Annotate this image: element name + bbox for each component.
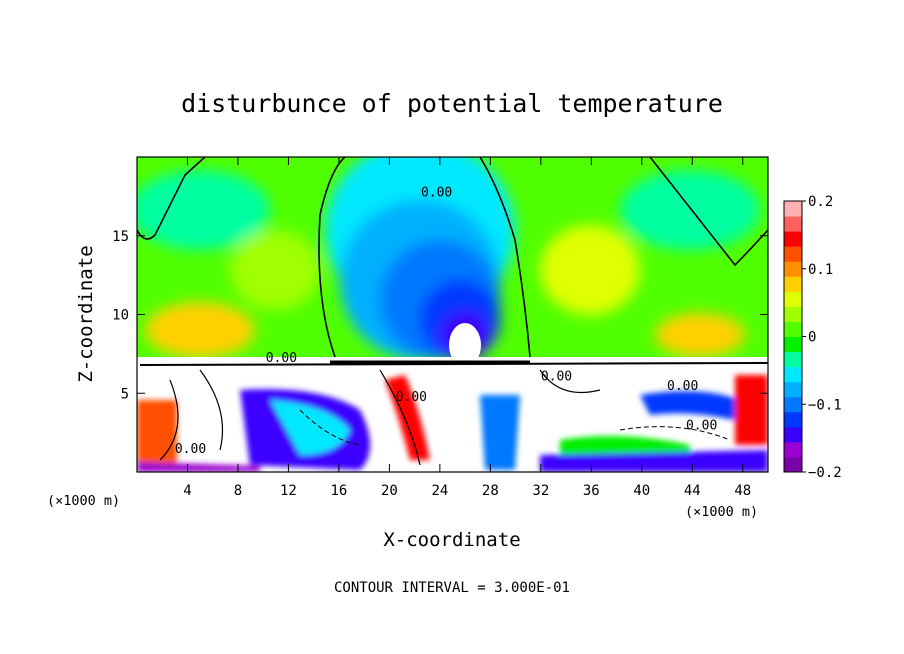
contour-label: 0.00 [175, 442, 206, 457]
colorbar-swatch [784, 276, 802, 292]
colorbar-swatch [784, 381, 802, 398]
colorbar-swatch [784, 366, 802, 383]
colorbar-tick-label: −0.1 [808, 397, 842, 413]
y-axis-label: Z-coordinate [75, 245, 97, 382]
x-tick-label: 16 [330, 483, 347, 499]
colorbar-swatch [784, 201, 802, 217]
colorbar-swatch [784, 336, 802, 353]
lower-field [137, 357, 768, 472]
x-tick-label: 44 [684, 483, 701, 499]
colorbar-swatch [784, 321, 802, 337]
y-tick-label: 10 [112, 308, 129, 324]
y-tick-label: 15 [112, 229, 129, 245]
x-tick-label: 20 [381, 483, 398, 499]
x-axis-label: X-coordinate [383, 529, 520, 551]
colorbar-swatch [784, 306, 802, 322]
colorbar-swatch [784, 351, 802, 368]
x-tick-label: 4 [183, 483, 191, 499]
contour-label: 0.00 [266, 351, 297, 366]
x-tick-label: 24 [431, 483, 448, 499]
colorbar-tick-label: 0 [808, 330, 816, 346]
colorbar-tick-label: 0.1 [808, 262, 833, 278]
x-tick-label: 48 [734, 483, 751, 499]
plot-area: 0.00 0.00 0.00 0.00 0.00 0.00 0.00 [137, 157, 768, 472]
colorbar: 0.2 0.1 0 −0.1 −0.2 [783, 194, 842, 481]
contour-label: 0.00 [396, 390, 427, 405]
contour-label: 0.00 [421, 185, 452, 200]
colorbar-swatch [784, 261, 802, 277]
upper-field [137, 157, 768, 367]
colorbar-swatch [784, 411, 802, 428]
x-tick-label: 32 [532, 483, 549, 499]
colorbar-swatch [784, 396, 802, 413]
colorbar-swatch [784, 231, 802, 247]
x-unit-label: (×1000 m) [47, 493, 120, 509]
colorbar-swatch [784, 426, 802, 443]
x-axis-ticks: 4 8 12 16 20 24 28 32 36 40 44 48 [183, 157, 751, 499]
contour-interval-label: CONTOUR INTERVAL = 3.000E-01 [334, 580, 570, 596]
x-tick-label: 28 [482, 483, 499, 499]
x-tick-label: 36 [583, 483, 600, 499]
y-tick-label: 5 [121, 386, 129, 402]
contour-label: 0.00 [686, 418, 717, 433]
x-tick-label: 40 [633, 483, 650, 499]
contour-label: 0.00 [667, 379, 698, 394]
contour-label: 0.00 [541, 370, 572, 385]
y-axis-ticks: 5 10 15 [112, 229, 768, 402]
colorbar-swatch [784, 441, 802, 458]
x-tick-label: 8 [234, 483, 242, 499]
colorbar-tick-label: −0.2 [808, 465, 842, 481]
colorbar-swatch [784, 246, 802, 262]
contour-labels: 0.00 0.00 0.00 0.00 0.00 0.00 0.00 [175, 185, 717, 457]
chart-title: disturbunce of potential temperature [181, 89, 723, 118]
colorbar-swatch [784, 456, 802, 473]
colorbar-swatch [784, 216, 802, 232]
colorbar-tick-label: 0.2 [808, 194, 833, 210]
x-tick-label: 12 [280, 483, 297, 499]
colorbar-swatch [784, 291, 802, 307]
x-unit-label-right: (×1000 m) [685, 504, 758, 520]
